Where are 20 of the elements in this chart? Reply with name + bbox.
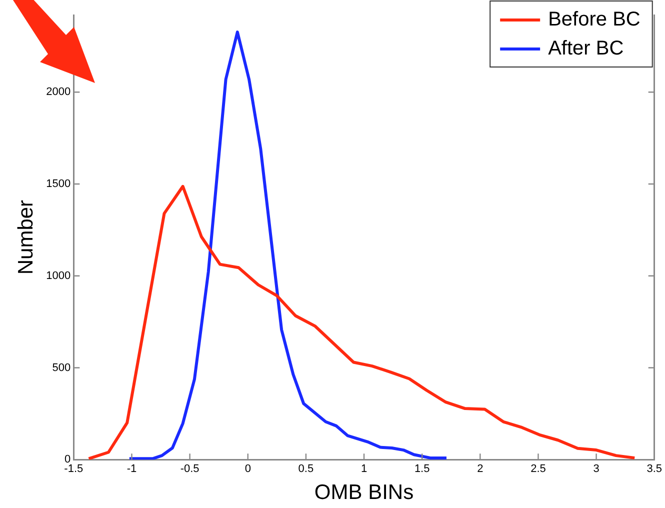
x-tick-label: 1 — [360, 463, 368, 476]
x-tick-label: 2 — [477, 463, 484, 476]
y-axis-title: Number — [14, 200, 38, 275]
legend-label: After BC — [548, 38, 624, 60]
y-tick-label: 1500 — [46, 178, 71, 190]
x-tick-label: -0.5 — [180, 463, 200, 476]
x-tick-label: 3.5 — [646, 463, 662, 476]
x-tick-label: 0.5 — [298, 463, 314, 476]
x-tick-label: -1.5 — [64, 463, 84, 476]
y-tick-label: 2000 — [46, 86, 71, 98]
x-tick-label: 1.5 — [414, 463, 430, 476]
x-tick-label: 0 — [244, 463, 251, 476]
x-tick-label: 3 — [593, 463, 600, 476]
legend-label: Before BC — [548, 8, 640, 31]
x-tick-label: 2.5 — [530, 463, 546, 476]
x-axis-title: OMB BINs — [314, 481, 414, 504]
x-tick-label: -1 — [126, 463, 137, 476]
y-tick-label: 1000 — [46, 270, 71, 282]
y-tick-label: 0 — [64, 454, 71, 466]
y-tick-label: 500 — [52, 362, 71, 374]
